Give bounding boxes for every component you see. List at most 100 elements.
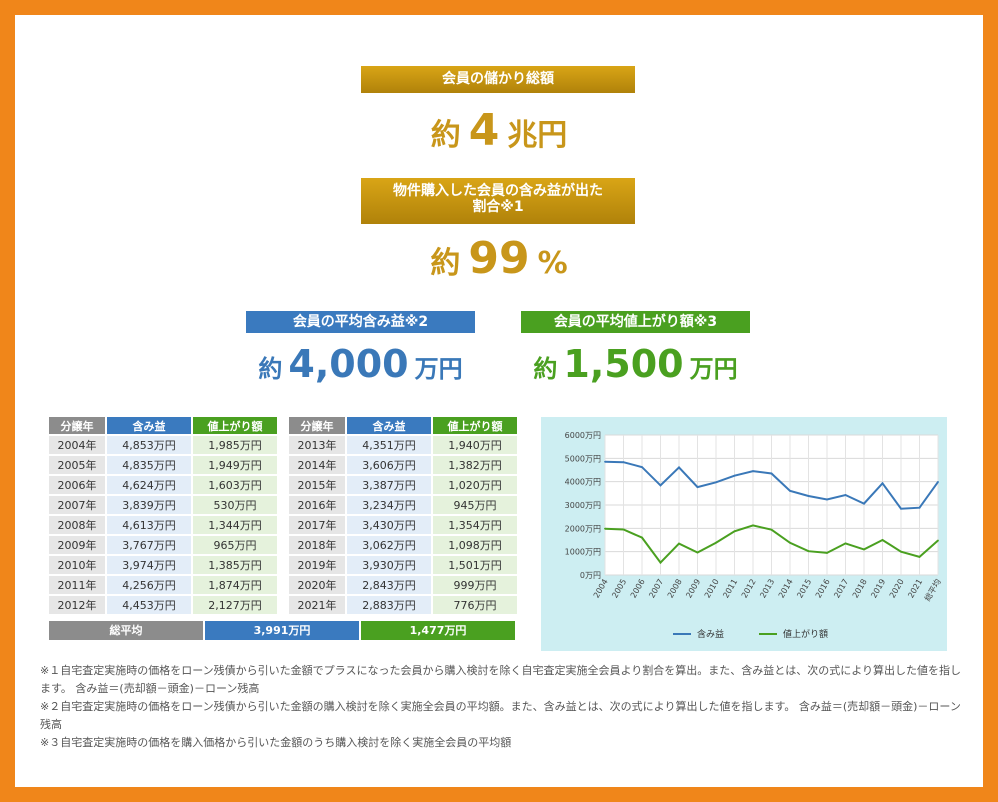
data-point bbox=[696, 486, 699, 489]
trend-line-chart: 0万円 1000万円 2000万円 3000万円 4000万円 5000万円 6000万円 2… bbox=[565, 431, 943, 640]
data-point bbox=[715, 481, 717, 484]
x-tick-label: 2017 bbox=[832, 578, 850, 600]
cell-year: 2007年 bbox=[49, 496, 105, 514]
table-row: 2017年 3,430万円 1,354万円 bbox=[289, 516, 517, 534]
data-point bbox=[641, 466, 643, 469]
data-point bbox=[863, 502, 865, 505]
x-tick-label: 2015 bbox=[795, 578, 813, 600]
header-year: 分譲年 bbox=[289, 417, 345, 434]
total-number: 4 bbox=[468, 105, 500, 156]
cell-year: 2009年 bbox=[49, 536, 105, 554]
x-tick-label: 2013 bbox=[758, 578, 776, 600]
cell-up: 965万円 bbox=[193, 536, 277, 554]
table-row: 2016年 3,234万円 945万円 bbox=[289, 496, 517, 514]
footnotes: ※１自宅査定実施時の価格をローン残債から引いた金額でプラスになった会員から購入検… bbox=[40, 662, 970, 752]
trend-chart-panel: 0万円 1000万円 2000万円 3000万円 4000万円 5000万円 6000万円 2… bbox=[541, 417, 947, 651]
cell-year: 2011年 bbox=[49, 576, 105, 594]
data-point bbox=[604, 460, 606, 463]
avg-up-label: 会員の平均値上がり額※3 bbox=[521, 311, 750, 333]
data-point bbox=[844, 542, 847, 545]
data-point bbox=[678, 542, 680, 545]
cell-year: 2012年 bbox=[49, 596, 105, 614]
y-tick-label: 0万円 bbox=[580, 571, 601, 580]
data-point bbox=[900, 507, 902, 510]
cell-gain: 4,853万円 bbox=[107, 436, 191, 454]
table-row: 2019年 3,930万円 1,501万円 bbox=[289, 556, 517, 574]
legend-label: 値上がり額 bbox=[783, 628, 828, 640]
table-row: 2005年 4,835万円 1,949万円 bbox=[49, 456, 277, 474]
footnote-2: ※２自宅査定実施時の価格をローン残債から引いた金額の購入検討を除く実施全会員の平… bbox=[40, 700, 961, 731]
ratio-prefix: 約 bbox=[430, 246, 461, 281]
cell-gain: 4,256万円 bbox=[107, 576, 191, 594]
cell-gain: 3,606万円 bbox=[347, 456, 431, 474]
data-point bbox=[826, 552, 828, 554]
cell-gain: 4,613万円 bbox=[107, 516, 191, 534]
cell-up: 945万円 bbox=[433, 496, 517, 514]
data-point bbox=[918, 506, 921, 509]
cell-gain: 4,453万円 bbox=[107, 596, 191, 614]
y-tick-label: 6000万円 bbox=[565, 431, 601, 440]
cell-up: 1,344万円 bbox=[193, 516, 277, 534]
data-point bbox=[696, 551, 699, 554]
avg-up-unit: 万円 bbox=[689, 355, 738, 383]
x-tick-label: 2008 bbox=[666, 578, 684, 600]
table-row: 2007年 3,839万円 530万円 bbox=[49, 496, 277, 514]
header-gain: 含み益 bbox=[347, 417, 431, 434]
header-up: 値上がり額 bbox=[433, 417, 517, 434]
cell-gain: 2,883万円 bbox=[347, 596, 431, 614]
cell-year: 2014年 bbox=[289, 456, 345, 474]
data-point bbox=[715, 541, 717, 544]
data-point bbox=[770, 528, 773, 531]
data-point bbox=[752, 524, 754, 527]
cell-year: 2019年 bbox=[289, 556, 345, 574]
data-point bbox=[604, 527, 606, 530]
footnote-1: ※１自宅査定実施時の価格をローン残債から引いた金額でプラスになった会員から購入検… bbox=[40, 664, 962, 695]
cell-up: 530万円 bbox=[193, 496, 277, 514]
data-point bbox=[622, 528, 625, 531]
cell-up: 1,949万円 bbox=[193, 456, 277, 474]
data-point bbox=[659, 561, 662, 564]
cell-gain: 4,351万円 bbox=[347, 436, 431, 454]
cell-up: 1,874万円 bbox=[193, 576, 277, 594]
data-point bbox=[752, 470, 754, 472]
data-point bbox=[881, 482, 884, 485]
profit-ratio-label-line1: 物件購入した会員の含み益が出た bbox=[393, 183, 603, 199]
header-up: 値上がり額 bbox=[193, 417, 277, 434]
data-point bbox=[678, 466, 680, 469]
x-tick-label: 2012 bbox=[740, 578, 758, 600]
cell-year: 2021年 bbox=[289, 596, 345, 614]
cell-up: 1,382万円 bbox=[433, 456, 517, 474]
data-point bbox=[770, 472, 773, 475]
avg-gain-label: 会員の平均含み益※2 bbox=[246, 311, 475, 333]
data-point bbox=[659, 484, 662, 487]
x-tick-label: 2005 bbox=[610, 578, 628, 600]
cell-gain: 3,930万円 bbox=[347, 556, 431, 574]
table-row: 2011年 4,256万円 1,874万円 bbox=[49, 576, 277, 594]
cell-up: 2,127万円 bbox=[193, 596, 277, 614]
x-tick-label: 2007 bbox=[647, 578, 665, 600]
avg-gain-prefix: 約 bbox=[258, 355, 283, 383]
avg-gain-unit: 万円 bbox=[414, 355, 463, 383]
cell-up: 999万円 bbox=[433, 576, 517, 594]
cell-year: 2018年 bbox=[289, 536, 345, 554]
table-row: 2013年 4,351万円 1,940万円 bbox=[289, 436, 517, 454]
table-row: 2010年 3,974万円 1,385万円 bbox=[49, 556, 277, 574]
cell-year: 2008年 bbox=[49, 516, 105, 534]
x-tick-label: 2014 bbox=[777, 578, 795, 600]
cell-gain: 3,062万円 bbox=[347, 536, 431, 554]
cell-year: 2010年 bbox=[49, 556, 105, 574]
data-point bbox=[937, 480, 939, 483]
cell-up: 1,985万円 bbox=[193, 436, 277, 454]
data-point bbox=[733, 474, 736, 477]
y-tick-label: 2000万円 bbox=[565, 524, 601, 533]
header-gain: 含み益 bbox=[107, 417, 191, 434]
ratio-unit: % bbox=[537, 246, 568, 281]
table-row: 2004年 4,853万円 1,985万円 bbox=[49, 436, 277, 454]
cell-up: 1,098万円 bbox=[433, 536, 517, 554]
yearly-table-right: 分譲年 含み益 値上がり額 2013年 4,351万円 1,940万円 2014年 3,… bbox=[287, 415, 519, 616]
avg-gain-number: 4,000 bbox=[288, 342, 409, 386]
x-tick-label: 2018 bbox=[851, 578, 869, 600]
data-point bbox=[900, 550, 902, 553]
cell-up: 1,385万円 bbox=[193, 556, 277, 574]
cell-up: 776万円 bbox=[433, 596, 517, 614]
